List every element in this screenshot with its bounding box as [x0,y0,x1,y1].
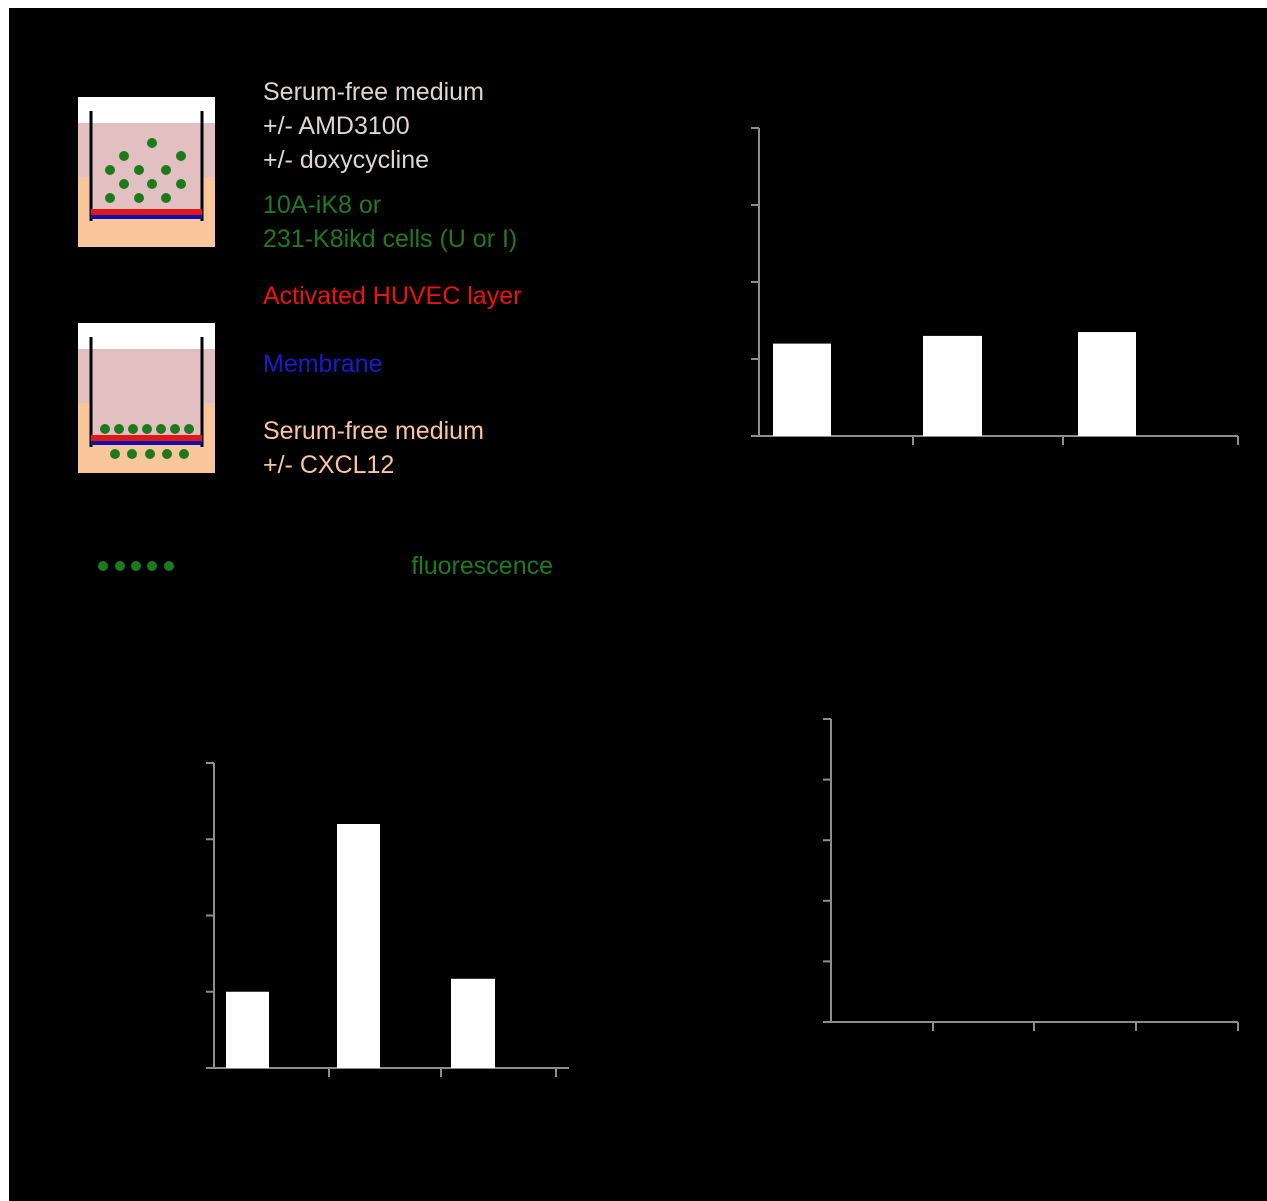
cell-dot [162,449,172,459]
huvec-layer [91,435,202,441]
label-top-medium: +/- AMD3100 [263,112,410,140]
huvec-layer [91,209,202,215]
membrane [91,215,202,219]
cell-dot [147,179,157,189]
cell-dot [128,424,138,434]
cell-dot [134,193,144,203]
cell-dot [176,179,186,189]
cell-dot [100,424,110,434]
fluorescence-dot [147,561,157,571]
legend-labels: Serum-free medium +/- AMD3100 +/- doxycycl… [263,78,521,479]
cell-dot [184,424,194,434]
cell-dot [134,165,144,175]
bar-chart-2 [206,762,569,1077]
cell-dot [119,179,129,189]
membrane [91,441,202,445]
figure-panel: Serum-free medium +/- AMD3100 +/- doxycycl… [9,8,1267,1201]
cell-dot [105,165,115,175]
cell-dot [105,193,115,203]
label-cells: 231-K8ikd cells (U or I) [263,225,517,253]
bar [337,824,380,1068]
cell-dot [145,449,155,459]
figure-canvas: Serum-free medium +/- AMD3100 +/- doxycycl… [78,78,1239,1077]
fluorescence-dot [115,561,125,571]
bar-chart-1 [751,127,1239,445]
bar [451,978,495,1068]
label-bottom-medium: Serum-free medium [263,417,484,445]
label-top-medium: +/- doxycycline [263,146,429,174]
bar [923,335,982,436]
cell-dot [179,449,189,459]
transwell-lower [78,323,215,473]
label-cells: 10A-iK8 or [263,191,381,219]
cell-dot [114,424,124,434]
cell-dot [170,424,180,434]
cell-dot [142,424,152,434]
bar [226,991,269,1068]
transwell-upper [78,97,215,247]
cell-dot [161,165,171,175]
fluorescence-dot [131,561,141,571]
label-membrane: Membrane [263,350,383,378]
cell-dot [176,151,186,161]
cell-dot [156,424,166,434]
fluorescence-dot [164,561,174,571]
cell-dot [147,138,157,148]
label-top-medium: Serum-free medium [263,78,484,106]
cell-dot [161,193,171,203]
bar-chart-3 [823,718,1239,1031]
bar [773,343,831,436]
cell-dot [127,449,137,459]
label-bottom-medium: +/- CXCL12 [263,451,394,479]
fluorescence-key: fluorescence [98,552,553,580]
cell-dot [110,449,120,459]
cell-dot [119,151,129,161]
fluorescence-dot [98,561,108,571]
label-huvec-layer: Activated HUVEC layer [263,282,521,310]
bar [1078,332,1136,436]
label-fluorescence: fluorescence [411,552,553,580]
